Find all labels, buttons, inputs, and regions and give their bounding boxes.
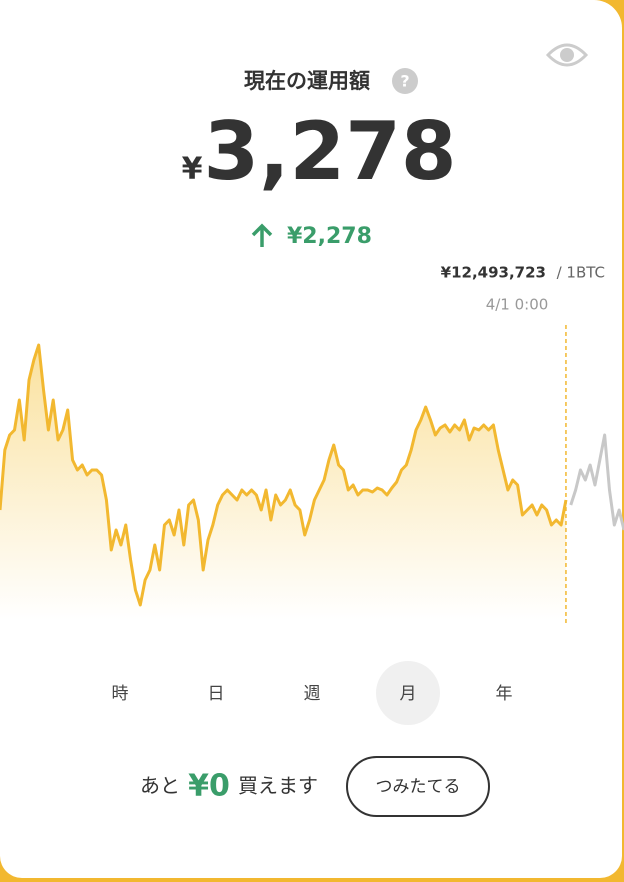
tab-selected bbox=[376, 661, 440, 725]
tab[interactable]: 週 bbox=[304, 684, 321, 704]
area bbox=[0, 345, 566, 620]
eye-icon[interactable] bbox=[545, 43, 589, 67]
tab[interactable]: 時 bbox=[112, 684, 129, 704]
tabs: 時日週月年 bbox=[112, 661, 513, 725]
change: ¥2,278 bbox=[287, 224, 372, 249]
footer-prefix: あと bbox=[140, 774, 180, 798]
button[interactable] bbox=[346, 756, 490, 817]
footer-suffix: 買えます bbox=[238, 774, 318, 798]
tab[interactable]: 月 bbox=[400, 684, 417, 704]
footer-amount: ¥0 bbox=[188, 769, 230, 804]
currency: ¥ bbox=[182, 152, 203, 187]
price-unit: / 1BTC bbox=[557, 264, 605, 282]
chart bbox=[0, 325, 624, 625]
balance: 3,278 bbox=[203, 105, 456, 198]
price: ¥12,493,723 bbox=[441, 264, 546, 282]
line bbox=[569, 433, 624, 531]
help-icon[interactable] bbox=[392, 68, 418, 94]
tab[interactable]: 年 bbox=[496, 684, 513, 704]
up-arrow bbox=[251, 223, 273, 247]
button-label[interactable]: つみたてる bbox=[376, 777, 461, 797]
help-mark: ? bbox=[400, 72, 409, 91]
line bbox=[0, 343, 568, 607]
time: 4/1 0:00 bbox=[486, 296, 549, 314]
tab[interactable]: 日 bbox=[208, 684, 225, 704]
title: 現在の運用額 bbox=[244, 69, 370, 93]
